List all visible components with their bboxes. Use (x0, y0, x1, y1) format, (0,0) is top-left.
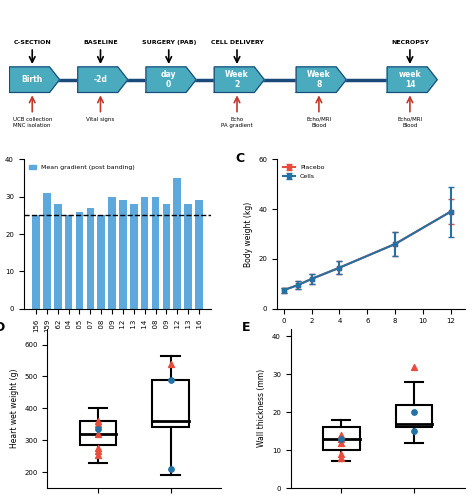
Bar (97, 215, 105, 309)
Polygon shape (78, 67, 128, 93)
Bar (108, 197, 116, 309)
Text: Echo/MRI
Blood: Echo/MRI Blood (397, 117, 422, 127)
Point (337, 431, 345, 439)
X-axis label: Weeks post-transplantation: Weeks post-transplantation (313, 330, 428, 339)
Bar (32, 215, 40, 309)
Bar (163, 204, 170, 309)
Text: day
0: day 0 (161, 70, 176, 89)
Bar (195, 200, 203, 309)
Point (167, 375, 174, 383)
Text: D: D (0, 321, 6, 334)
Text: SURGERY (PAB): SURGERY (PAB) (142, 40, 196, 45)
Text: week
14: week 14 (399, 70, 421, 89)
Text: Birth: Birth (22, 75, 43, 84)
Bar (87, 208, 94, 309)
Point (167, 465, 174, 473)
Text: CELL DELIVERY: CELL DELIVERY (210, 40, 264, 45)
Point (337, 439, 345, 447)
Point (94, 447, 102, 455)
Point (94, 430, 102, 438)
Text: NECROPSY: NECROPSY (391, 40, 429, 45)
Bar (43, 193, 51, 309)
Polygon shape (387, 67, 437, 93)
X-axis label: Animal ID: Animal ID (97, 338, 138, 347)
Point (410, 427, 418, 435)
Legend: Placebo, Cells: Placebo, Cells (280, 162, 327, 181)
Bar (323, 427, 359, 450)
Polygon shape (214, 67, 264, 93)
Bar (184, 204, 192, 309)
Bar (396, 404, 432, 427)
Y-axis label: Wall thickness (mm): Wall thickness (mm) (257, 370, 266, 447)
Text: UCB collection
MNC isolation: UCB collection MNC isolation (12, 117, 52, 127)
Point (337, 454, 345, 462)
Point (410, 408, 418, 416)
Polygon shape (296, 67, 346, 93)
Text: BASELINE: BASELINE (83, 40, 118, 45)
Point (337, 450, 345, 458)
Text: Vital signs: Vital signs (86, 117, 115, 122)
Bar (173, 178, 181, 309)
Point (167, 360, 174, 368)
Text: C-SECTION: C-SECTION (13, 40, 51, 45)
Point (94, 425, 102, 433)
Text: Week
2: Week 2 (225, 70, 249, 89)
Text: C: C (236, 152, 245, 165)
Polygon shape (9, 67, 60, 93)
Text: -2d: -2d (93, 75, 108, 84)
Bar (76, 212, 83, 309)
Point (94, 451, 102, 459)
Text: Echo
PA gradient: Echo PA gradient (221, 117, 253, 127)
Bar (152, 197, 159, 309)
Point (94, 420, 102, 428)
Bar (80, 421, 116, 445)
Point (337, 435, 345, 443)
Text: E: E (242, 321, 251, 334)
Text: Echo/MRI
Blood: Echo/MRI Blood (306, 117, 331, 127)
Point (337, 435, 345, 443)
Bar (65, 215, 73, 309)
Y-axis label: Heart wet weight (g): Heart wet weight (g) (9, 369, 18, 448)
Polygon shape (146, 67, 196, 93)
Point (94, 417, 102, 425)
Text: Week
8: Week 8 (307, 70, 331, 89)
Bar (130, 204, 137, 309)
Bar (119, 200, 127, 309)
Point (94, 444, 102, 452)
Bar (141, 197, 148, 309)
Bar (54, 204, 62, 309)
Y-axis label: Body weight (kg): Body weight (kg) (244, 201, 253, 267)
Point (410, 363, 418, 371)
Bar (153, 379, 189, 427)
Legend: Mean gradient (post banding): Mean gradient (post banding) (27, 162, 137, 173)
